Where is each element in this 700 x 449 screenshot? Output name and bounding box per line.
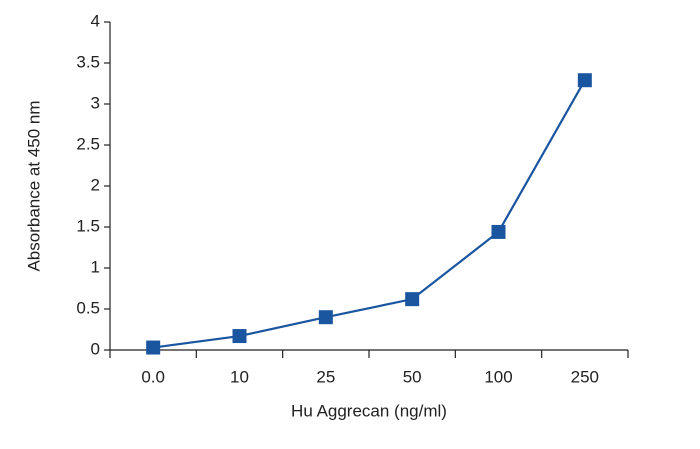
x-tick-label: 10 [230,367,249,386]
marker [491,224,506,239]
y-tick-label: 0 [91,339,100,358]
x-tick-label: 50 [403,367,422,386]
marker [146,340,161,355]
y-tick-label: 2 [91,175,100,194]
y-axis-label: Absorbance at 450 nm [24,100,43,271]
marker [577,73,592,88]
marker [232,329,247,344]
marker [405,292,420,307]
y-tick-label: 4 [91,11,100,30]
line [153,79,586,349]
x-tick-label: 25 [316,367,335,386]
y-tick-label: 3 [91,93,100,112]
y-tick-label: 1 [91,257,100,276]
x-tick-label: 100 [484,367,512,386]
x-tick-label: 250 [571,367,599,386]
x-tick-label: 0.0 [141,367,165,386]
y-tick-label: 0.5 [76,298,100,317]
y-tick-label: 3.5 [76,52,100,71]
y-tick-label: 2.5 [76,134,100,153]
x-axis-label: Hu Aggrecan (ng/ml) [291,401,447,420]
marker [318,310,333,325]
y-tick-label: 1.5 [76,216,100,235]
